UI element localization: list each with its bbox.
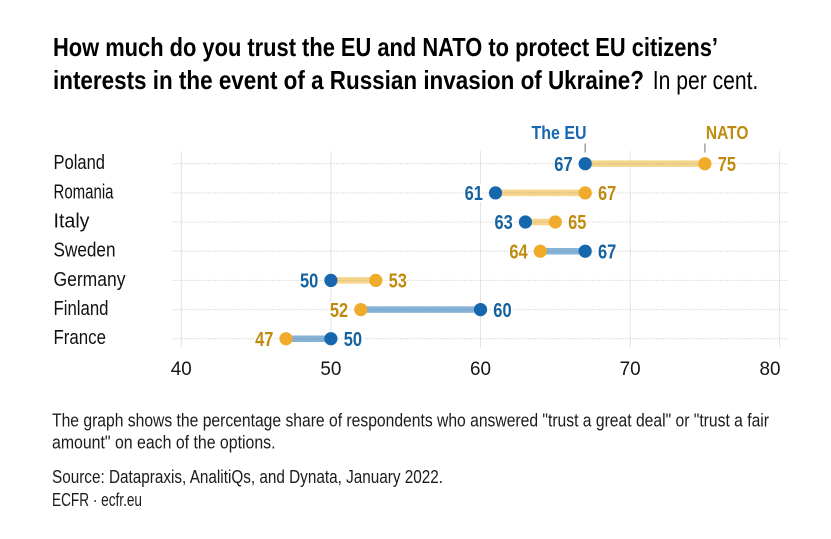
svg-text:75: 75 xyxy=(718,154,736,176)
svg-text:Germany: Germany xyxy=(54,269,126,291)
svg-text:How much do you trust the EU a: How much do you trust the EU and NATO to… xyxy=(53,32,718,62)
svg-text:amount" on each of the options: amount" on each of the options. xyxy=(52,432,276,452)
svg-text:65: 65 xyxy=(568,212,586,234)
svg-text:France: France xyxy=(54,327,107,349)
svg-text:The EU: The EU xyxy=(532,123,587,143)
svg-text:80: 80 xyxy=(760,358,781,380)
svg-text:50: 50 xyxy=(300,271,318,293)
svg-text:interests in the event of a Ru: interests in the event of a Russian inva… xyxy=(53,65,644,95)
svg-text:50: 50 xyxy=(320,358,341,380)
svg-text:53: 53 xyxy=(389,271,407,293)
svg-text:Poland: Poland xyxy=(54,152,106,174)
svg-text:67: 67 xyxy=(598,183,616,205)
svg-text:Romania: Romania xyxy=(54,181,115,203)
svg-text:In per cent.: In per cent. xyxy=(653,65,759,95)
svg-text:52: 52 xyxy=(330,300,348,322)
svg-text:Sweden: Sweden xyxy=(54,240,116,262)
svg-text:The graph shows the percentage: The graph shows the percentage share of … xyxy=(52,410,769,430)
svg-text:60: 60 xyxy=(493,300,511,322)
svg-text:63: 63 xyxy=(495,212,513,234)
svg-text:64: 64 xyxy=(509,241,528,263)
svg-text:61: 61 xyxy=(465,183,483,205)
svg-text:47: 47 xyxy=(255,329,273,351)
svg-text:67: 67 xyxy=(598,241,616,263)
svg-text:NATO: NATO xyxy=(706,123,749,143)
svg-text:40: 40 xyxy=(171,358,192,380)
svg-text:Finland: Finland xyxy=(54,298,109,320)
svg-text:67: 67 xyxy=(554,154,572,176)
svg-text:70: 70 xyxy=(620,358,641,380)
svg-text:60: 60 xyxy=(470,358,491,380)
svg-text:50: 50 xyxy=(344,329,362,351)
svg-text:ECFR · ecfr.eu: ECFR · ecfr.eu xyxy=(52,490,142,510)
svg-text:Italy: Italy xyxy=(54,210,90,232)
svg-text:Source: Datapraxis, AnalitiQs,: Source: Datapraxis, AnalitiQs, and Dynat… xyxy=(52,467,443,487)
